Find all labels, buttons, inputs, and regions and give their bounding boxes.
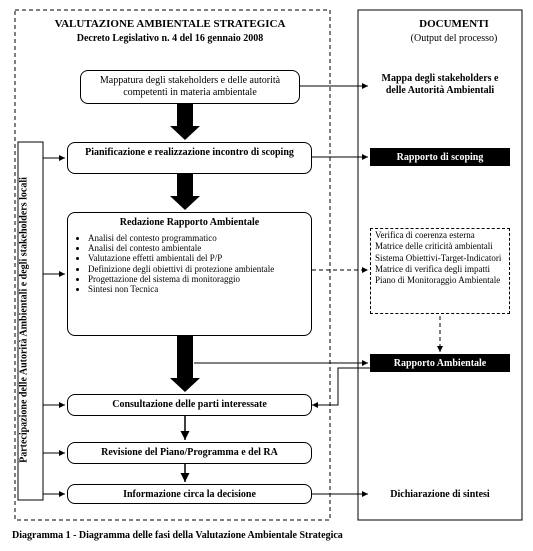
step-s1: Mappatura degli stakeholders e delle aut…: [80, 70, 300, 104]
doc-d2-text: Rapporto di scoping: [397, 152, 484, 163]
panel-left-title-main: VALUTAZIONE AMBIENTALE STRATEGICA: [55, 18, 286, 30]
doc-d5-text: Dichiarazione di sintesi: [390, 489, 489, 500]
step-s3-item: Progettazione del sistema di monitoraggi…: [88, 274, 301, 284]
step-s6: Informazione circa la decisione: [67, 484, 312, 504]
doc-d3-item: Verifica di coerenza esterna: [375, 230, 505, 241]
panel-right-title-sub: (Output del processo): [394, 33, 514, 45]
step-s3-item: Valutazione effetti ambientali del P/P: [88, 253, 301, 263]
flowchart-stage: VALUTAZIONE AMBIENTALE STRATEGICA Decret…: [0, 0, 533, 551]
step-s4: Consultazione delle parti interessate: [67, 394, 312, 416]
doc-d3-item: Matrice di verifica degli impatti: [375, 264, 505, 275]
arrow-big-1: [170, 104, 200, 140]
doc-d4: Rapporto Ambientale: [370, 354, 510, 372]
doc-d3: Verifica di coerenza esterna Matrice del…: [370, 228, 510, 314]
step-s3: Redazione Rapporto Ambientale Analisi de…: [67, 212, 312, 336]
step-s2: Pianificazione e realizzazione incontro …: [67, 142, 312, 174]
step-s6-title: Informazione circa la decisione: [123, 489, 256, 500]
panel-left-title-sub: Decreto Legislativo n. 4 del 16 gennaio …: [40, 33, 300, 45]
arrow-big-3: [170, 336, 200, 392]
doc-d1-text: Mappa degli stakeholders e delle Autorit…: [382, 73, 499, 96]
step-s5-title: Revisione del Piano/Programma e del RA: [101, 447, 278, 458]
step-s3-item: Definizione degli obiettivi di protezion…: [88, 264, 301, 274]
step-s1-title: Mappatura degli stakeholders e delle aut…: [100, 75, 280, 98]
figure-caption: Diagramma 1 - Diagramma delle fasi della…: [12, 530, 343, 541]
step-s3-item: Sintesi non Tecnica: [88, 284, 301, 294]
step-s3-item: Analisi del contesto ambientale: [88, 243, 301, 253]
sidebar-label: Partecipazione delle Autorità Ambientali…: [19, 177, 30, 463]
arrow-big-2: [170, 174, 200, 210]
panel-right-title: DOCUMENTI (Output del processo): [394, 18, 514, 44]
panel-right-title-main: DOCUMENTI: [419, 18, 489, 30]
doc-d1: Mappa degli stakeholders e delle Autorit…: [370, 70, 510, 102]
step-s5: Revisione del Piano/Programma e del RA: [67, 442, 312, 464]
panel-left-title: VALUTAZIONE AMBIENTALE STRATEGICA Decret…: [40, 18, 300, 44]
doc-d5: Dichiarazione di sintesi: [370, 486, 510, 504]
doc-d3-item: Piano di Monitoraggio Ambientale: [375, 275, 505, 286]
doc-d2: Rapporto di scoping: [370, 148, 510, 166]
step-s3-item: Analisi del contesto programmatico: [88, 233, 301, 243]
step-s3-title: Redazione Rapporto Ambientale: [120, 217, 259, 228]
step-s4-title: Consultazione delle parti interessate: [112, 399, 267, 410]
step-s2-title: Pianificazione e realizzazione incontro …: [85, 147, 294, 158]
doc-d4-text: Rapporto Ambientale: [394, 358, 487, 369]
step-s3-items: Analisi del contesto programmatico Anali…: [74, 231, 305, 297]
doc-d3-item: Sistema Obiettivi-Target-Indicatori: [375, 253, 505, 264]
doc-d3-item: Matrice delle criticità ambientali: [375, 241, 505, 252]
